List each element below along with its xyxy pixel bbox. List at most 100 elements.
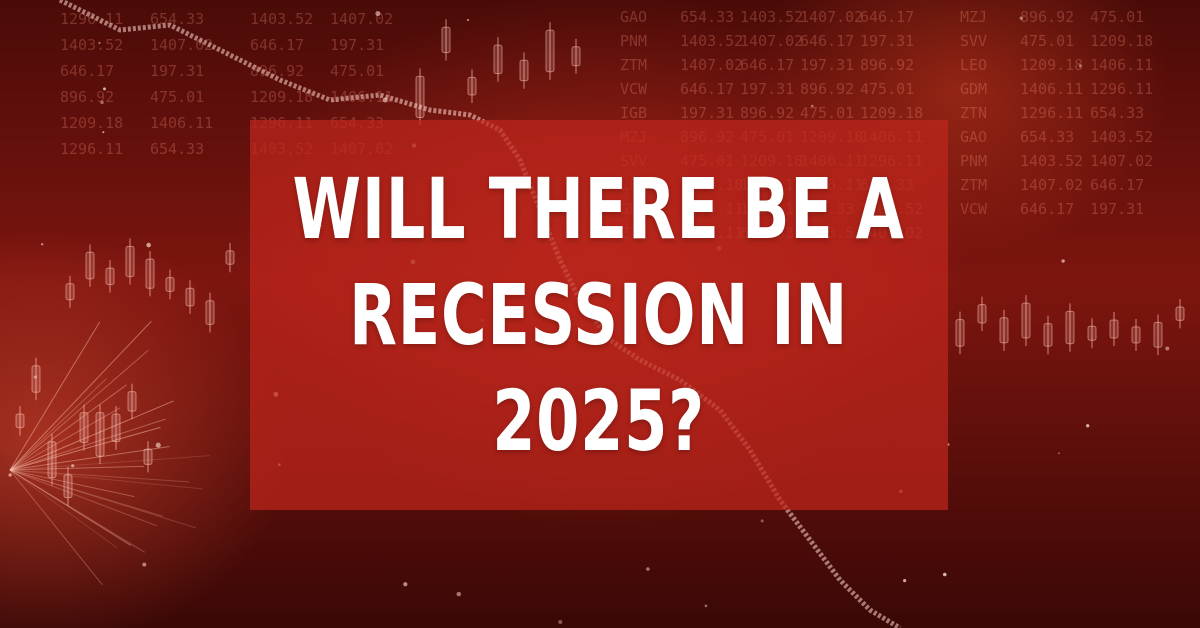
light-streak <box>9 469 197 529</box>
candlestick <box>1021 295 1031 346</box>
ticker-cell: IGB <box>620 104 647 122</box>
ticker-cell: 197.31 <box>860 32 914 50</box>
candlestick <box>31 357 41 401</box>
light-streak <box>9 446 170 471</box>
ticker-cell: GDM <box>960 80 987 98</box>
light-streak <box>9 469 163 517</box>
light-streak <box>9 469 158 527</box>
ticker-cell: 197.31 <box>740 80 794 98</box>
spark <box>1086 424 1090 428</box>
candlestick <box>205 292 215 333</box>
light-streak <box>9 320 152 471</box>
ticker-cell: 197.31 <box>1090 200 1144 218</box>
light-streak <box>9 384 127 471</box>
light-streak <box>9 321 101 471</box>
light-streak <box>9 469 135 498</box>
headline-line-3: 2025? <box>492 372 706 470</box>
ticker-cell: 646.17 <box>250 36 304 54</box>
ticker-cell: 654.33 <box>150 140 204 158</box>
ticker-cell: 197.31 <box>800 56 854 74</box>
candlestick <box>47 433 57 486</box>
light-streak <box>9 469 145 553</box>
ticker-cell: ZTN <box>960 104 987 122</box>
light-streak <box>9 469 103 585</box>
ticker-cell: 475.01 <box>800 104 854 122</box>
ticker-cell: 1403.52 <box>250 10 313 28</box>
candlestick <box>955 311 965 355</box>
spark <box>41 243 44 246</box>
candlestick <box>1065 303 1075 352</box>
ticker-cell: 197.31 <box>680 104 734 122</box>
spark <box>1061 259 1065 263</box>
spark <box>1019 16 1024 20</box>
ticker-cell: 1406.11 <box>150 114 213 132</box>
candlestick <box>1175 299 1185 329</box>
spark <box>375 11 381 17</box>
ticker-cell: 1209.18 <box>1090 32 1153 50</box>
spark <box>142 562 147 567</box>
candlestick <box>185 280 195 314</box>
light-streak <box>9 407 121 471</box>
candlestick <box>999 309 1009 351</box>
light-streak <box>9 469 190 483</box>
ticker-cell: 1403.52 <box>60 36 123 54</box>
candlestick <box>127 383 137 420</box>
ticker-cell: 896.92 <box>1020 8 1074 26</box>
ticker-cell: 654.33 <box>1090 104 1144 122</box>
spark <box>903 579 907 583</box>
ticker-cell: 896.92 <box>800 80 854 98</box>
spark <box>558 620 563 625</box>
candlestick <box>1109 311 1119 347</box>
spark <box>646 567 650 571</box>
ticker-cell: VCW <box>960 200 988 218</box>
candlestick <box>15 406 25 436</box>
ticker-cell: 1209.18 <box>60 114 123 132</box>
ticker-cell: 654.33 <box>680 8 734 26</box>
ticker-cell: 475.01 <box>1020 32 1074 50</box>
ticker-cell: 1296.11 <box>1020 104 1083 122</box>
ticker-cell: 896.92 <box>740 104 794 122</box>
candlestick <box>225 242 235 273</box>
ticker-cell: 1407.02 <box>150 36 213 54</box>
ticker-cell: 1296.11 <box>60 140 123 158</box>
ticker-cell: 646.17 <box>680 80 734 98</box>
ticker-cell: 475.01 <box>150 88 204 106</box>
ticker-cell: 1209.18 <box>1020 56 1083 74</box>
candlestick <box>1087 318 1097 349</box>
spark <box>403 582 408 587</box>
spark <box>942 572 947 577</box>
candlestick-chart <box>15 19 1185 506</box>
ticker-cell: GAO <box>620 8 647 26</box>
candlestick <box>111 406 121 450</box>
ticker-cell: 1296.11 <box>60 10 123 28</box>
light-streak <box>9 455 210 471</box>
ticker-cell: 646.17 <box>1020 200 1074 218</box>
spark <box>382 97 388 103</box>
ticker-cell: 1407.02 <box>800 8 863 26</box>
ticker-cell: 1403.52 <box>1020 152 1083 170</box>
light-streak <box>9 469 131 546</box>
light-streak <box>9 378 107 471</box>
candlestick <box>65 275 75 308</box>
ticker-cell: 197.31 <box>330 36 384 54</box>
headline-panel: WILL THERE BE A RECESSION IN 2025? <box>250 120 948 510</box>
light-streak <box>9 418 166 471</box>
spark <box>8 473 12 477</box>
ticker-cell: 1403.52 <box>1090 128 1153 146</box>
ticker-cell: 475.01 <box>1090 8 1144 26</box>
ticker-cell: VCW <box>620 80 648 98</box>
ticker-cell: 896.92 <box>860 56 914 74</box>
spark <box>33 375 37 379</box>
candlestick <box>165 269 175 300</box>
candlestick <box>519 52 529 89</box>
candlestick <box>145 251 155 297</box>
candlestick <box>545 22 555 80</box>
ticker-cell: 646.17 <box>1090 176 1144 194</box>
candlestick <box>79 404 89 451</box>
spark <box>100 100 104 105</box>
ticker-cell: ZTM <box>620 56 647 74</box>
light-streak <box>9 426 161 471</box>
ticker-cell: 646.17 <box>60 62 114 80</box>
light-streak <box>9 469 203 490</box>
ticker-cell: 197.31 <box>150 62 204 80</box>
